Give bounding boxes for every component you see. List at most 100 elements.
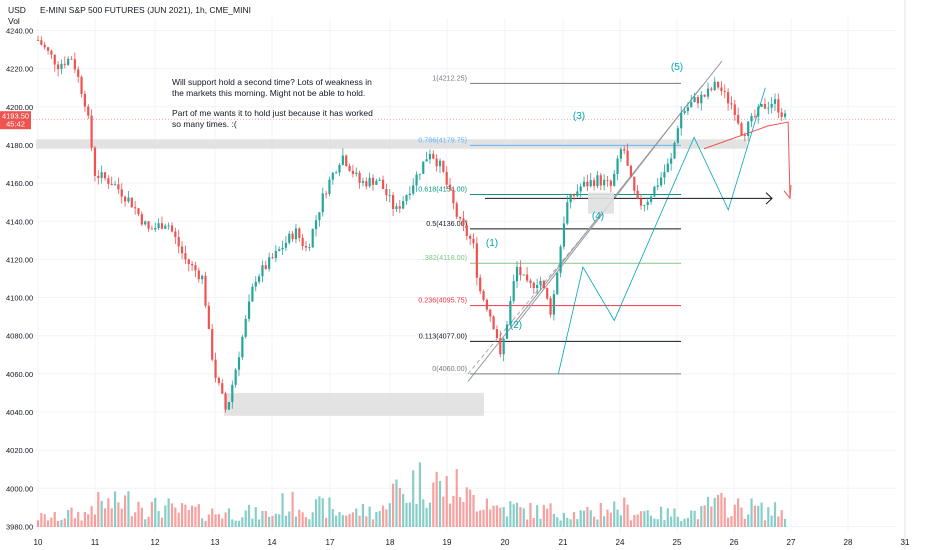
volume-bar	[536, 505, 539, 527]
elliott-wave-labels: (1) (2) (3) (4) (5)	[486, 62, 683, 331]
candle-body	[619, 149, 622, 159]
volume-bar	[117, 502, 120, 527]
volume-bar	[298, 509, 301, 527]
volume-bar	[194, 506, 197, 527]
volume-bar	[40, 513, 43, 527]
volume-bar	[522, 508, 525, 527]
candle-body	[348, 165, 351, 171]
time-tick-label: 19	[443, 538, 452, 547]
candle-body	[767, 107, 770, 109]
candle-body	[308, 247, 311, 248]
volume-bar	[304, 517, 308, 527]
volume-bar	[465, 487, 468, 527]
candle-body	[338, 164, 341, 173]
volume-bar	[636, 514, 639, 527]
candle-body	[214, 359, 217, 378]
volume-bar	[783, 518, 787, 527]
candle-body	[97, 175, 100, 178]
volume-bar	[227, 508, 231, 527]
volume-bar	[660, 506, 663, 527]
volume-bar	[757, 505, 760, 527]
candle-body	[211, 329, 214, 360]
volume-bar	[197, 504, 200, 527]
candle-body	[301, 237, 304, 246]
volume-bar	[770, 515, 773, 527]
volume-bar	[475, 511, 478, 527]
candle-body	[261, 265, 264, 277]
volume-bar	[134, 512, 137, 527]
candle-body	[385, 189, 388, 196]
volume-bar	[448, 503, 452, 527]
candle-body	[201, 275, 204, 280]
volume-bar	[351, 512, 354, 527]
volume-bar	[191, 505, 194, 527]
candle-body	[288, 233, 291, 243]
candle-body	[750, 115, 753, 122]
candle-body	[737, 114, 740, 124]
volume-bar	[187, 509, 190, 527]
candle-body	[331, 172, 334, 180]
candle-body	[274, 250, 277, 259]
volume-bar	[760, 502, 763, 527]
candle-body	[710, 88, 713, 90]
volume-bar	[700, 506, 703, 527]
candle-body	[566, 202, 569, 224]
candle-body	[522, 274, 525, 276]
fibonacci-retracement[interactable]: 1(4212.25) 0.786(4179.75) 0.618(4154.00) 0.…	[418, 73, 681, 375]
candle-body	[673, 142, 676, 159]
projection-path	[703, 121, 791, 199]
candle-body	[207, 305, 210, 330]
time-tick-label: 20	[501, 538, 510, 547]
volume-bar	[361, 503, 365, 527]
volume-bar	[676, 516, 679, 527]
candle-body	[723, 91, 726, 93]
volume-bar	[593, 516, 596, 527]
volume-bar	[552, 513, 555, 527]
candle-body	[649, 196, 653, 202]
volume-bar	[77, 511, 80, 527]
candle-body	[700, 94, 703, 104]
candle-body	[381, 179, 385, 190]
volume-bar	[127, 491, 130, 527]
candle-body	[670, 158, 673, 164]
volume-label: Vol	[8, 16, 20, 26]
time-tick-label: 12	[151, 538, 160, 547]
volume-bar	[167, 498, 170, 527]
volume-bar	[160, 517, 164, 527]
wave-label: (1)	[486, 238, 498, 249]
time-tick-label: 18	[386, 538, 395, 547]
trendlines[interactable]	[467, 60, 792, 382]
projection-arrow-head	[783, 184, 792, 200]
candle-body	[603, 179, 606, 186]
candle-body	[418, 173, 421, 175]
time-tick-label: 21	[559, 538, 568, 547]
volume-bar	[144, 519, 147, 527]
volume-bar	[345, 515, 348, 527]
volume-bar	[371, 519, 375, 527]
candle-body	[452, 189, 455, 204]
symbol-title[interactable]: E-MINI S&P 500 FUTURES (JUN 2021), 1h, C…	[40, 5, 251, 15]
price-tick-label: 4180.00	[6, 141, 33, 150]
fib-level-label: 0(4060.00)	[432, 364, 467, 373]
time-tick-label: 14	[268, 538, 277, 547]
candle-body	[157, 223, 160, 229]
candle-body	[405, 195, 408, 202]
time-tick-label: 10	[34, 538, 43, 547]
candle-body	[442, 160, 445, 172]
candle-body	[562, 223, 566, 247]
candle-body	[231, 384, 234, 402]
time-tick-label: 28	[844, 538, 853, 547]
candle-body	[341, 155, 344, 165]
volume-bar	[261, 511, 264, 527]
candle-body	[606, 179, 609, 181]
candle-body	[773, 99, 777, 104]
candle-body	[365, 181, 368, 187]
volume-bar	[438, 480, 442, 527]
candle-body	[130, 197, 133, 208]
volume-bar	[53, 511, 56, 527]
volume-bar	[398, 487, 401, 527]
volume-bar	[177, 512, 180, 527]
annotation-note[interactable]: Will support hold a second time? Lots of…	[172, 77, 382, 139]
